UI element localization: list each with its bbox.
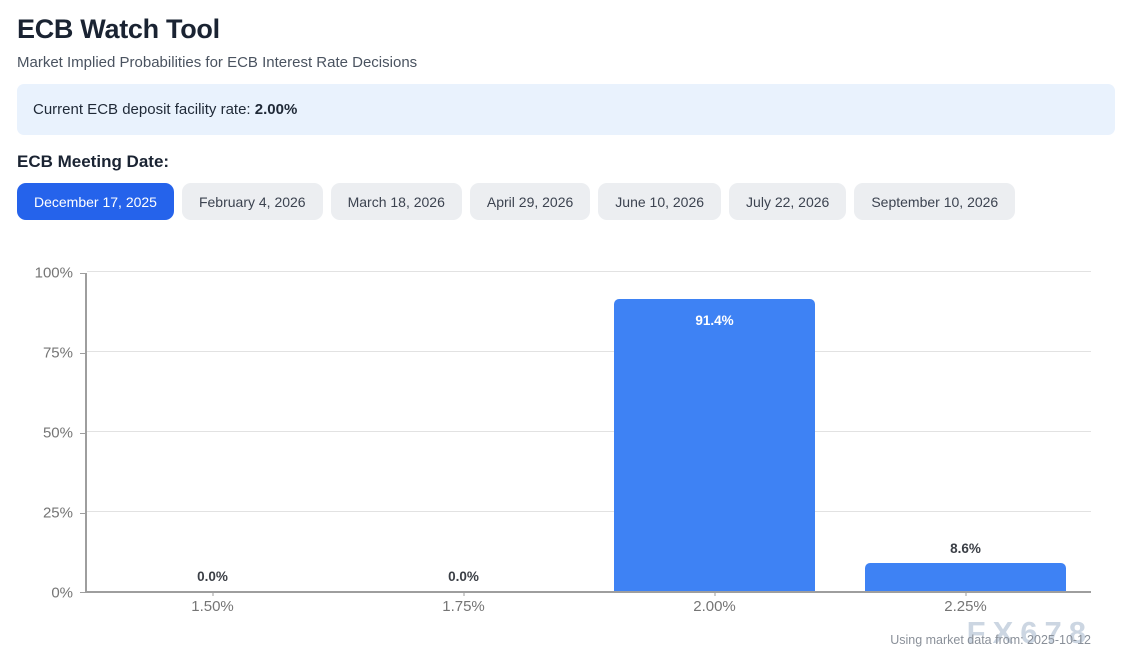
- meeting-date-tabs: December 17, 2025 February 4, 2026 March 1…: [17, 183, 1115, 220]
- y-axis-tick: [80, 353, 85, 354]
- y-axis-tick: [80, 513, 85, 514]
- x-axis-tick: [463, 591, 464, 596]
- y-axis-label: 0%: [51, 584, 73, 602]
- chart-plot-area: 0.0% 1.50% 0.0% 1.75% 91.4% 2.00% 8.6% 2.25%: [85, 271, 1091, 615]
- probability-chart: 0% 25% 50% 75% 100% 0.0% 1.50% 0.0% 1.75% 91.4% 2…: [17, 265, 1115, 615]
- y-axis-tick: [80, 433, 85, 434]
- tab-meeting-date-5[interactable]: July 22, 2026: [729, 183, 847, 220]
- y-axis-label: 50%: [42, 424, 73, 442]
- x-axis-label: 2.00%: [693, 598, 736, 615]
- tab-meeting-date-3[interactable]: April 29, 2026: [469, 183, 591, 220]
- fx678-watermark: FX678: [966, 615, 1093, 650]
- tab-meeting-date-6[interactable]: September 10, 2026: [854, 183, 1016, 220]
- x-axis-label: 2.25%: [944, 598, 987, 615]
- meeting-date-heading: ECB Meeting Date:: [17, 152, 170, 171]
- page-title: ECB Watch Tool: [17, 14, 220, 44]
- x-axis-tick: [714, 591, 715, 596]
- bar-2.25%[interactable]: [865, 563, 1066, 591]
- tab-meeting-date-1[interactable]: February 4, 2026: [181, 183, 323, 220]
- current-rate-value: 2.00%: [254, 101, 298, 118]
- y-axis-label: 75%: [42, 344, 73, 362]
- chart-footer: FX678 Using market data from: 2025-10-12: [17, 615, 1115, 658]
- current-rate-banner: Current ECB deposit facility rate: 2.00%: [17, 84, 1115, 135]
- gridline-50%: [87, 431, 1091, 432]
- y-axis-tick: [80, 273, 85, 274]
- current-rate-label: Current ECB deposit facility rate:: [33, 101, 251, 118]
- market-data-source-note: Using market data from: 2025-10-12: [890, 633, 1091, 647]
- tab-meeting-date-2[interactable]: March 18, 2026: [330, 183, 462, 220]
- x-axis-tick: [212, 591, 213, 596]
- y-axis-label: 25%: [42, 504, 73, 522]
- bar-value-label: 0.0%: [448, 569, 479, 584]
- y-axis: 0% 25% 50% 75% 100%: [17, 265, 85, 602]
- bar-value-label: 91.4%: [695, 312, 734, 328]
- gridline-25%: [87, 511, 1091, 512]
- x-axis-label: 1.75%: [442, 598, 485, 615]
- bar-value-label: 8.6%: [950, 541, 981, 557]
- page-subtitle: Market Implied Probabilities for ECB Int…: [17, 54, 418, 71]
- bar-value-label: 0.0%: [197, 569, 228, 584]
- tab-meeting-date-4[interactable]: June 10, 2026: [598, 183, 722, 220]
- tab-meeting-date-0[interactable]: December 17, 2025: [17, 183, 174, 220]
- y-axis-label: 100%: [34, 264, 73, 282]
- x-axis-tick: [965, 591, 966, 596]
- bar-2.00%[interactable]: [614, 298, 815, 591]
- gridline-75%: [87, 351, 1091, 352]
- y-axis-tick: [80, 592, 85, 593]
- x-axis-label: 1.50%: [191, 598, 234, 615]
- gridline-100%: [87, 271, 1091, 272]
